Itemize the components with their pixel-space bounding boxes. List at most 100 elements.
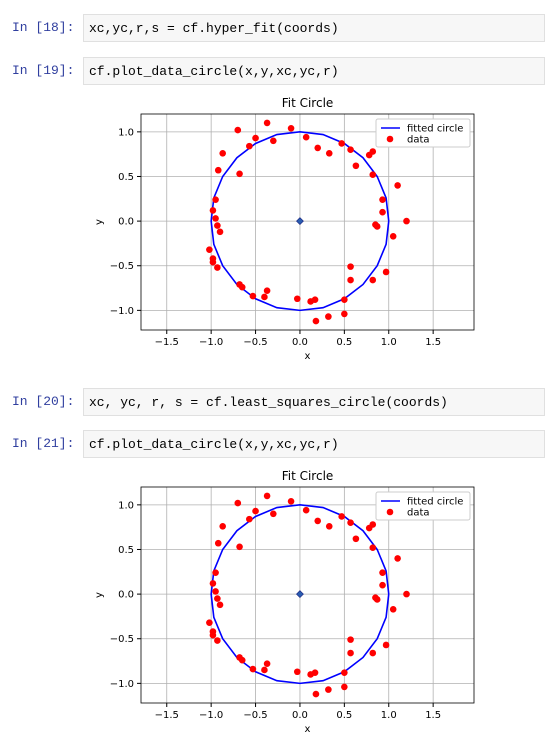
cell-prompt: In [18]:	[12, 20, 75, 35]
data-point	[347, 636, 354, 643]
data-point	[293, 668, 301, 676]
data-point	[325, 149, 333, 157]
data-point	[287, 497, 295, 505]
legend-label: fitted circle	[407, 497, 463, 508]
data-point	[270, 510, 277, 518]
data-point	[373, 596, 381, 603]
y-tick-label: −1.0	[110, 306, 134, 317]
y-tick-label: 0.5	[118, 172, 134, 183]
y-tick-label: 0.0	[118, 590, 134, 601]
cell-prompt: In [21]:	[12, 436, 75, 451]
code-cell[interactable]: xc, yc, r, s = cf.least_squares_circle(c…	[83, 388, 545, 416]
legend-label: data	[407, 135, 430, 146]
data-point	[246, 515, 253, 523]
data-point	[249, 665, 257, 673]
data-point	[314, 517, 322, 525]
data-point	[212, 215, 219, 222]
data-point	[347, 519, 354, 527]
data-point	[347, 146, 354, 154]
y-tick-label: −0.5	[110, 634, 134, 645]
data-point	[314, 144, 322, 152]
data-point	[252, 507, 259, 515]
y-tick-label: 0.0	[118, 217, 134, 228]
y-tick-label: 0.5	[118, 545, 134, 556]
data-point	[352, 535, 360, 543]
legend-box	[375, 118, 471, 148]
data-point	[325, 686, 332, 693]
chart-title: Fit Circle	[282, 469, 334, 483]
data-point	[216, 228, 224, 236]
data-point	[252, 134, 259, 142]
chart: Fit Circle −1.5 −1.0 −0.5 0.0 0.5 1.0 1.5 −1.0 −0…	[94, 469, 475, 735]
data-point	[214, 166, 222, 174]
data-point	[338, 513, 345, 520]
data-point	[311, 296, 319, 303]
plot-frame	[140, 113, 475, 331]
data-point	[209, 628, 217, 635]
x-tick-label: 1.5	[425, 710, 441, 721]
data-point	[394, 555, 401, 562]
data-point	[236, 654, 243, 661]
legend-swatch	[386, 135, 394, 143]
data-point	[214, 539, 222, 547]
data-point	[379, 208, 386, 216]
data-point	[263, 119, 271, 127]
data-point	[312, 690, 320, 698]
data-point	[302, 133, 310, 141]
data-point	[261, 666, 268, 674]
legend-box	[375, 491, 471, 521]
data-point	[369, 649, 377, 657]
code-cell[interactable]: cf.plot_data_circle(x,y,xc,yc,r)	[83, 57, 545, 85]
data-point	[212, 196, 219, 203]
code-cell[interactable]: xc,yc,r,s = cf.hyper_fit(coords)	[83, 14, 545, 42]
data-point	[214, 264, 221, 271]
plot-frame	[140, 486, 475, 704]
data-point	[379, 581, 386, 589]
data-point	[246, 142, 253, 150]
y-tick-label: 1.0	[118, 127, 134, 138]
cell-prompt: In [19]:	[12, 63, 75, 78]
data-point	[209, 207, 217, 214]
data-point	[214, 595, 221, 602]
data-point	[214, 637, 221, 644]
data-point	[236, 543, 243, 551]
data-point	[325, 313, 332, 320]
data-point	[219, 522, 226, 530]
data-point	[261, 293, 268, 301]
x-tick-label: −1.0	[199, 337, 223, 348]
data-point	[212, 588, 219, 595]
data-point	[287, 124, 295, 132]
y-tick-label: −0.5	[110, 261, 134, 272]
data-point	[236, 170, 243, 178]
data-point	[236, 281, 243, 288]
x-axis-label: x	[305, 724, 311, 735]
data-point	[394, 182, 401, 189]
data-point	[379, 196, 386, 203]
data-point	[212, 569, 219, 576]
data-point	[347, 276, 354, 284]
data-point	[263, 660, 271, 668]
data-point	[347, 649, 354, 657]
x-tick-label: 1.0	[381, 710, 397, 721]
data-point	[341, 296, 348, 303]
data-point	[312, 317, 320, 325]
legend-label: fitted circle	[407, 124, 463, 135]
legend-label: data	[407, 508, 430, 519]
x-tick-label: 0.0	[292, 710, 308, 721]
x-tick-label: −0.5	[243, 710, 267, 721]
data-point	[263, 492, 271, 500]
center-marker	[296, 590, 304, 599]
data-point	[206, 619, 213, 626]
x-tick-label: 1.0	[381, 337, 397, 348]
data-point	[209, 255, 217, 262]
data-point	[352, 162, 360, 170]
data-point	[338, 140, 345, 147]
data-point	[341, 669, 348, 676]
data-point	[379, 569, 386, 576]
data-point	[214, 222, 221, 229]
data-point	[341, 310, 348, 318]
data-point	[369, 171, 377, 178]
code-cell[interactable]: cf.plot_data_circle(x,y,xc,yc,r)	[83, 430, 545, 458]
data-point	[347, 263, 354, 270]
x-tick-label: 0.0	[292, 337, 308, 348]
